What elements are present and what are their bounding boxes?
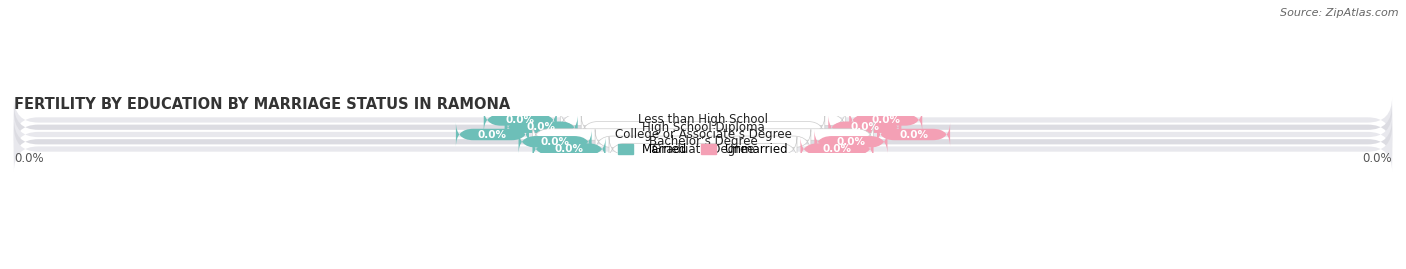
FancyBboxPatch shape (800, 137, 873, 161)
Text: 0.0%: 0.0% (554, 144, 583, 154)
Text: Graduate Degree: Graduate Degree (652, 143, 754, 155)
FancyBboxPatch shape (519, 129, 592, 154)
FancyBboxPatch shape (828, 115, 901, 140)
FancyBboxPatch shape (14, 104, 1392, 150)
Text: Less than High School: Less than High School (638, 114, 768, 126)
FancyBboxPatch shape (14, 126, 1392, 172)
Text: 0.0%: 0.0% (823, 144, 852, 154)
FancyBboxPatch shape (533, 122, 873, 147)
FancyBboxPatch shape (561, 108, 845, 132)
Text: Source: ZipAtlas.com: Source: ZipAtlas.com (1281, 8, 1399, 18)
FancyBboxPatch shape (14, 97, 1392, 143)
Text: College or Associate’s Degree: College or Associate’s Degree (614, 128, 792, 141)
Text: 0.0%: 0.0% (478, 129, 508, 140)
Legend: Married, Unmarried: Married, Unmarried (613, 138, 793, 161)
FancyBboxPatch shape (814, 129, 887, 154)
FancyBboxPatch shape (484, 108, 557, 132)
FancyBboxPatch shape (877, 122, 950, 147)
FancyBboxPatch shape (456, 122, 529, 147)
Text: 0.0%: 0.0% (506, 115, 534, 125)
Text: 0.0%: 0.0% (837, 137, 866, 147)
Text: Bachelor’s Degree: Bachelor’s Degree (648, 135, 758, 148)
Text: 0.0%: 0.0% (527, 122, 555, 132)
Text: 0.0%: 0.0% (1362, 152, 1392, 165)
Text: 0.0%: 0.0% (898, 129, 928, 140)
FancyBboxPatch shape (533, 137, 606, 161)
Text: 0.0%: 0.0% (540, 137, 569, 147)
Text: 0.0%: 0.0% (872, 115, 900, 125)
FancyBboxPatch shape (609, 137, 797, 161)
FancyBboxPatch shape (595, 129, 811, 154)
Text: 0.0%: 0.0% (14, 152, 44, 165)
FancyBboxPatch shape (14, 119, 1392, 165)
FancyBboxPatch shape (849, 108, 922, 132)
Text: FERTILITY BY EDUCATION BY MARRIAGE STATUS IN RAMONA: FERTILITY BY EDUCATION BY MARRIAGE STATU… (14, 97, 510, 112)
Text: 0.0%: 0.0% (851, 122, 879, 132)
FancyBboxPatch shape (505, 115, 578, 140)
Text: High School Diploma: High School Diploma (641, 121, 765, 134)
FancyBboxPatch shape (14, 112, 1392, 157)
FancyBboxPatch shape (581, 115, 825, 140)
